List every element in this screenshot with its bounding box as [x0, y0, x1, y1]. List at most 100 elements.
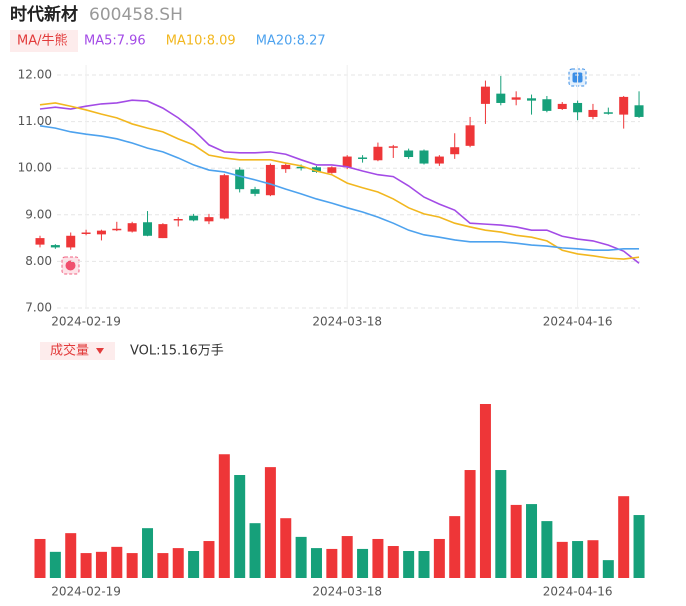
dropdown-arrow[interactable] — [96, 348, 104, 354]
candle-body — [342, 156, 352, 168]
volume-bar — [602, 560, 614, 578]
candle-body — [496, 93, 506, 103]
candle-body — [35, 238, 45, 245]
volume-bar — [126, 553, 138, 578]
candle-body — [296, 166, 306, 169]
candle-body — [66, 235, 76, 248]
candle-body — [311, 167, 321, 172]
volume-bar — [280, 518, 292, 578]
chart-title: 时代新材 — [10, 4, 78, 25]
candle-body — [465, 125, 475, 146]
candle-body — [619, 96, 629, 115]
candle-body — [265, 164, 275, 196]
volume-bar — [633, 515, 645, 578]
ma-line — [39, 102, 640, 260]
candle-body — [173, 218, 183, 221]
signal-dot — [65, 260, 76, 271]
volume-bar — [264, 467, 276, 578]
candle-body — [388, 146, 398, 148]
candle-body — [542, 99, 552, 111]
candle-body — [373, 146, 383, 161]
candle-body — [434, 156, 444, 164]
volume-bar — [295, 536, 307, 578]
volume-bar — [203, 541, 215, 578]
volume-bar — [188, 551, 200, 578]
volume-bar — [526, 504, 538, 578]
volume-bar — [157, 553, 169, 578]
candle-body — [404, 150, 414, 158]
volume-bar — [572, 541, 584, 578]
x-tick-label: 2024-03-18 — [312, 315, 382, 329]
y-tick-label: 7.00 — [25, 301, 52, 315]
candle-body — [96, 230, 106, 235]
candle-body — [634, 105, 644, 117]
volume-bar — [464, 470, 476, 578]
volume-bar — [357, 548, 369, 578]
volume-bar — [111, 546, 123, 578]
ma-line — [39, 99, 640, 264]
candle-body — [219, 175, 229, 219]
y-tick-label: 10.00 — [18, 161, 52, 175]
chart-subtitle: 600458.SH — [89, 5, 183, 25]
volume-bar — [80, 553, 92, 578]
volume-bar — [541, 521, 553, 578]
volume-bar — [172, 548, 184, 578]
y-tick-label: 8.00 — [25, 254, 52, 268]
volume-bar — [618, 496, 630, 578]
volume-bar — [65, 533, 77, 578]
volume-bar — [372, 538, 384, 578]
candle-body — [127, 223, 137, 232]
candle-body — [511, 97, 521, 100]
candle-body — [250, 189, 260, 194]
candle-body — [50, 245, 60, 248]
volume-bar — [403, 551, 415, 578]
candle-body — [112, 228, 122, 231]
x-tick-label: 2024-03-18 — [312, 585, 382, 599]
candle-body — [158, 224, 168, 239]
candle-body — [189, 215, 199, 221]
volume-bar — [449, 516, 461, 578]
volume-indicator-label[interactable]: 成交量 — [50, 343, 89, 359]
volume-bar — [34, 538, 46, 578]
candle-body — [235, 169, 245, 190]
volume-indicator-box[interactable] — [40, 342, 115, 360]
candle-body — [358, 157, 368, 159]
volume-label: VOL:15.16万手 — [130, 344, 224, 359]
candle-body — [557, 103, 567, 110]
volume-bar — [495, 470, 507, 578]
x-tick-label: 2024-02-19 — [51, 315, 121, 329]
volume-bar — [556, 541, 568, 578]
volume-bar — [95, 551, 107, 578]
volume-bar — [218, 454, 230, 578]
x-tick-label: 2024-04-16 — [543, 315, 613, 329]
candle-body — [603, 112, 613, 114]
candle-body — [527, 98, 537, 101]
volume-bar — [479, 404, 491, 578]
candle-body — [81, 232, 91, 235]
volume-bar — [326, 548, 338, 578]
candle-body — [419, 150, 429, 164]
legend-entry: MA10:8.09 — [166, 34, 236, 49]
ma-line — [39, 125, 640, 252]
y-tick-label: 9.00 — [25, 207, 52, 221]
x-tick-label: 2024-04-16 — [543, 585, 613, 599]
volume-bar — [49, 551, 61, 578]
volume-bar — [510, 504, 522, 578]
indicator-label[interactable]: MA/牛熊 — [17, 33, 68, 49]
candle-body — [281, 164, 291, 170]
y-tick-label: 12.00 — [18, 68, 52, 82]
candle-body — [480, 86, 490, 104]
volume-bar — [310, 548, 322, 578]
volume-bar — [587, 540, 599, 578]
indicator-box[interactable] — [10, 30, 78, 52]
volume-bar — [142, 528, 154, 578]
candle-body — [573, 102, 583, 113]
volume-bar — [418, 551, 430, 578]
volume-bar — [234, 475, 246, 578]
y-tick-label: 11.00 — [18, 114, 52, 128]
legend-entry: MA20:8.27 — [256, 34, 326, 49]
volume-bar — [249, 523, 261, 578]
candle-body — [143, 222, 153, 236]
candle-body — [588, 109, 598, 117]
